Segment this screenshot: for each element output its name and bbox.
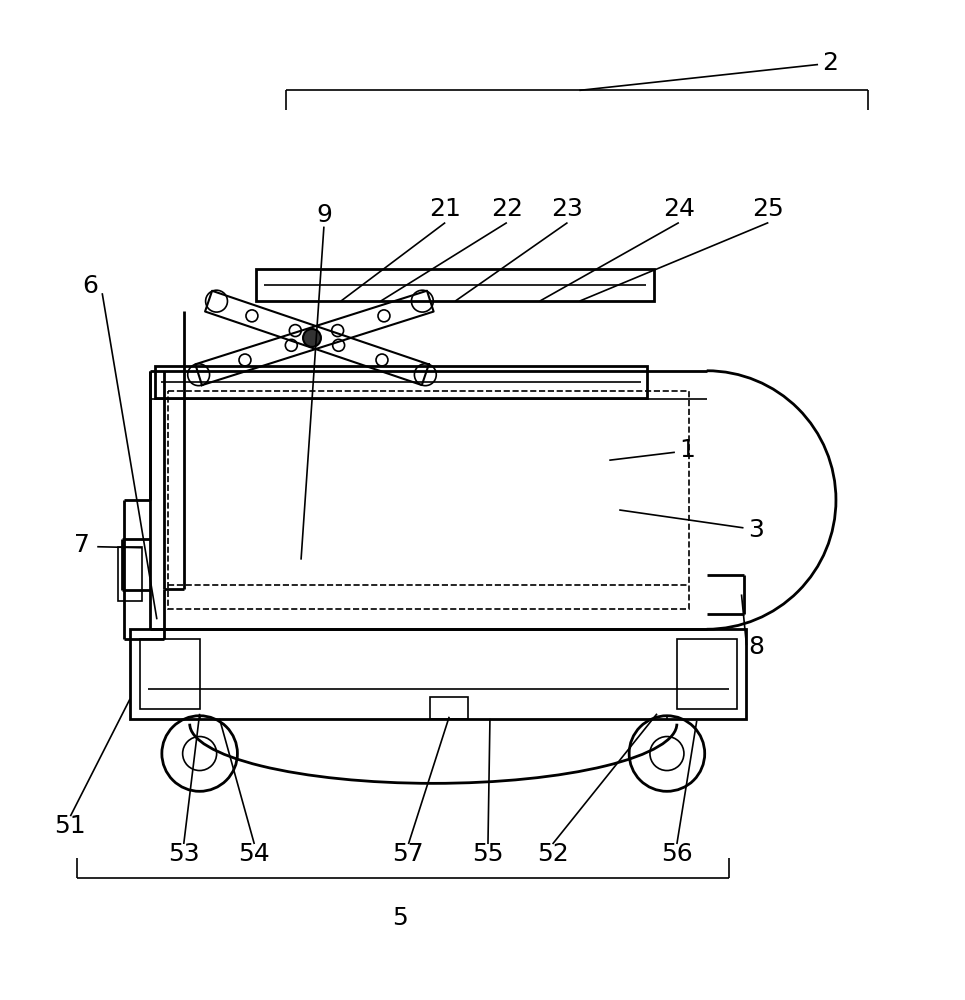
Bar [430, 697, 468, 719]
Bar [140, 639, 200, 709]
Text: 57: 57 [393, 842, 425, 866]
Text: 52: 52 [537, 842, 568, 866]
Bar [257, 269, 654, 301]
Bar [676, 639, 736, 709]
Text: 56: 56 [661, 842, 693, 866]
Text: 1: 1 [679, 438, 695, 462]
Text: 5: 5 [393, 906, 408, 930]
Text: 55: 55 [472, 842, 504, 866]
Circle shape [303, 329, 321, 347]
Bar [118, 547, 142, 601]
Text: 7: 7 [74, 533, 91, 557]
Text: 9: 9 [316, 203, 332, 227]
Text: 23: 23 [552, 197, 584, 221]
Text: 22: 22 [491, 197, 523, 221]
Text: 25: 25 [753, 197, 785, 221]
Text: 6: 6 [82, 274, 98, 298]
Text: 8: 8 [749, 635, 764, 659]
Text: 51: 51 [55, 814, 86, 838]
Text: 21: 21 [429, 197, 461, 221]
Text: 24: 24 [663, 197, 695, 221]
Bar [168, 391, 689, 609]
Bar [130, 629, 747, 719]
Bar [155, 366, 648, 398]
Text: 53: 53 [168, 842, 200, 866]
Text: 54: 54 [238, 842, 270, 866]
Text: 3: 3 [749, 518, 764, 542]
Text: 2: 2 [822, 51, 838, 75]
